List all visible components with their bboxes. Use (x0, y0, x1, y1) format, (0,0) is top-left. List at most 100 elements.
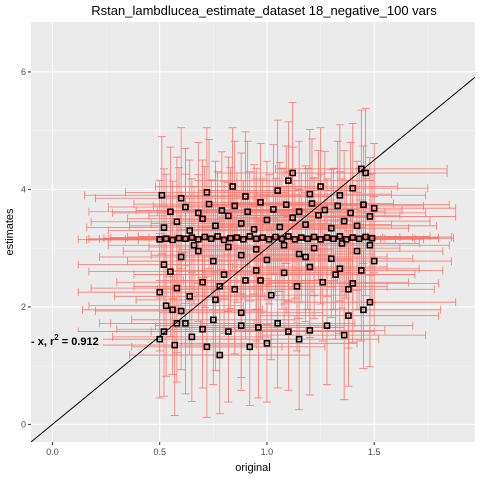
data-point (244, 208, 251, 216)
data-point (252, 235, 260, 243)
data-point (160, 261, 168, 268)
data-point (321, 206, 329, 214)
data-point (330, 235, 337, 243)
error-bar (107, 186, 281, 305)
data-point (336, 191, 344, 199)
data-point (182, 203, 189, 211)
data-point (349, 184, 357, 192)
error-bar (279, 167, 439, 310)
y-tick-label: 0 (21, 419, 26, 429)
data-point (285, 233, 292, 240)
annotation-superscript: 2 (54, 333, 59, 342)
data-point (171, 341, 179, 349)
data-point (293, 283, 301, 290)
data-point (263, 216, 271, 224)
data-point (237, 322, 245, 329)
data-point (276, 223, 284, 231)
data-point (366, 213, 374, 220)
data-point (242, 193, 249, 200)
data-point (327, 255, 335, 263)
data-point (162, 302, 170, 310)
data-point (156, 288, 163, 296)
data-point (270, 206, 277, 213)
x-axis-title: original (235, 462, 270, 474)
data-point (205, 200, 213, 208)
y-tick-label: 4 (21, 184, 26, 194)
data-point (274, 320, 281, 327)
annotation-background (31, 332, 103, 348)
data-point (225, 212, 232, 220)
data-point (340, 331, 348, 339)
data-point (332, 271, 339, 278)
data-point (291, 236, 299, 243)
data-point (252, 267, 260, 274)
data-point (285, 328, 292, 335)
error-bar (182, 221, 339, 340)
data-point (336, 265, 344, 273)
data-point (358, 165, 365, 173)
data-point (167, 268, 174, 275)
data-point (169, 306, 176, 314)
data-point (295, 335, 303, 343)
data-point (231, 285, 239, 293)
error-bar (107, 159, 272, 302)
data-point (173, 284, 181, 292)
y-tick-label: 2 (21, 302, 26, 312)
data-point (278, 235, 286, 243)
chart-title: Rstan_lambdlucea_estimate_dataset 18_neg… (91, 3, 437, 18)
data-point (237, 309, 245, 317)
data-point (216, 283, 224, 290)
error-bar (135, 151, 309, 270)
x-tick-label: 1.5 (368, 447, 381, 457)
error-bar (257, 150, 431, 293)
data-point (158, 191, 166, 199)
data-point (315, 211, 322, 219)
x-tick-label: 0.5 (153, 447, 166, 457)
data-point (285, 177, 292, 184)
reference-line (31, 76, 475, 442)
data-point (229, 183, 236, 190)
data-point (190, 241, 198, 249)
data-point (362, 169, 369, 177)
data-point (203, 189, 211, 196)
data-point (177, 307, 185, 315)
data-point (295, 250, 303, 258)
data-point (353, 247, 361, 255)
annotation-prefix: - x, r (31, 336, 55, 348)
error-bar (236, 223, 409, 342)
data-point (160, 224, 168, 231)
data-point (368, 234, 376, 242)
data-point (306, 190, 314, 198)
data-point (188, 234, 196, 241)
data-point (345, 285, 352, 293)
data-point (212, 296, 219, 304)
data-point (360, 306, 367, 314)
data-point (349, 280, 357, 287)
error-bar (223, 191, 388, 322)
data-point (340, 217, 348, 225)
data-point (360, 201, 367, 208)
data-point (358, 267, 365, 274)
data-point (310, 244, 318, 252)
data-point (306, 263, 314, 271)
error-bar (212, 140, 386, 283)
data-point (343, 236, 350, 243)
annotation-value: = 0.912 (59, 336, 99, 348)
data-point (353, 222, 361, 230)
error-bar (260, 203, 420, 334)
data-point (274, 187, 281, 194)
data-point (349, 234, 357, 241)
data-point (280, 269, 288, 277)
y-axis: 0 2 4 6 (21, 67, 31, 429)
data-point (212, 222, 219, 230)
data-point (370, 257, 378, 265)
data-point (289, 214, 296, 221)
data-point (347, 209, 354, 217)
data-point (323, 234, 331, 241)
error-bar (283, 157, 457, 276)
data-point (263, 340, 271, 347)
data-point (188, 333, 196, 341)
data-point (246, 343, 254, 351)
data-point (334, 202, 342, 210)
